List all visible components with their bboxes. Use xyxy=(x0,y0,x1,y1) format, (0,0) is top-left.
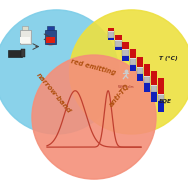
Bar xyxy=(46,37,55,43)
Bar xyxy=(158,94,164,95)
Text: red emitting: red emitting xyxy=(70,58,116,76)
Bar xyxy=(115,40,121,41)
Bar xyxy=(115,47,121,50)
Bar xyxy=(108,31,114,32)
Bar xyxy=(144,64,150,76)
Bar xyxy=(115,35,121,40)
Circle shape xyxy=(0,10,118,134)
Text: anti-TQ: anti-TQ xyxy=(108,83,131,108)
Bar xyxy=(130,58,136,65)
Bar xyxy=(130,65,136,71)
Text: FWHM~slim: FWHM~slim xyxy=(118,85,134,89)
Bar xyxy=(108,28,114,31)
Bar xyxy=(130,49,136,58)
Circle shape xyxy=(45,35,56,45)
Bar xyxy=(137,67,143,74)
Text: EQE: EQE xyxy=(159,99,172,104)
Text: narrow-band: narrow-band xyxy=(35,72,72,115)
Bar xyxy=(158,101,164,112)
Bar xyxy=(108,38,114,40)
Bar xyxy=(151,85,157,92)
Circle shape xyxy=(32,55,156,179)
Bar xyxy=(22,26,28,30)
Bar xyxy=(20,30,31,44)
Bar xyxy=(21,49,25,57)
Bar xyxy=(122,49,129,50)
Bar xyxy=(158,78,164,94)
Circle shape xyxy=(70,10,188,134)
Bar xyxy=(8,50,22,57)
Bar xyxy=(45,30,56,44)
Bar xyxy=(122,56,129,60)
Text: T (°C): T (°C) xyxy=(159,56,177,61)
Bar xyxy=(20,37,30,43)
Bar xyxy=(122,42,129,49)
Bar xyxy=(158,94,164,101)
Bar xyxy=(47,26,54,30)
Bar xyxy=(137,74,143,81)
Bar xyxy=(144,76,150,77)
Bar xyxy=(130,58,136,59)
Bar xyxy=(137,67,143,68)
Bar xyxy=(115,40,121,47)
Bar xyxy=(144,76,150,83)
Bar xyxy=(137,57,143,67)
Bar xyxy=(108,31,114,38)
Bar xyxy=(151,71,157,85)
Bar xyxy=(122,49,129,56)
Bar xyxy=(144,83,150,91)
Bar xyxy=(151,92,157,102)
Bar xyxy=(151,85,157,86)
